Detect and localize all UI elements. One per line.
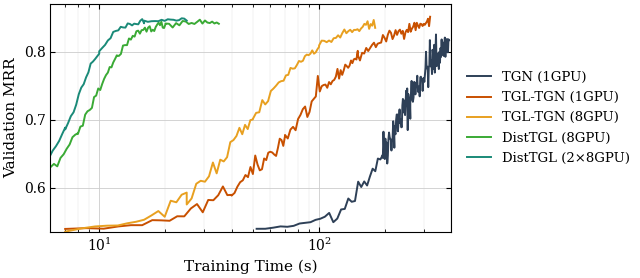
DistTGL (2×8GPU)	[38, 156, 46, 159]
DistTGL (8GPU)	[193, 20, 201, 24]
DistTGL (2×8GPU)	[161, 19, 168, 23]
DistTGL (2×8GPU)	[134, 23, 142, 26]
Line: DistTGL (8GPU): DistTGL (8GPU)	[51, 20, 219, 167]
TGL-TGN (8GPU)	[193, 182, 200, 185]
TGL-TGN (8GPU)	[316, 45, 323, 49]
DistTGL (2×8GPU)	[80, 83, 88, 86]
TGN (1GPU)	[253, 227, 260, 230]
TGL-TGN (1GPU)	[256, 169, 264, 172]
TGL-TGN (1GPU)	[426, 15, 434, 18]
TGL-TGN (8GPU)	[370, 18, 378, 22]
DistTGL (2×8GPU)	[77, 86, 85, 89]
Line: TGL-TGN (8GPU): TGL-TGN (8GPU)	[65, 20, 375, 232]
DistTGL (2×8GPU)	[42, 158, 50, 161]
Y-axis label: Validation MRR: Validation MRR	[4, 58, 18, 178]
DistTGL (2×8GPU)	[178, 17, 186, 20]
TGL-TGN (8GPU)	[114, 224, 122, 227]
TGN (1GPU)	[431, 71, 438, 74]
Line: TGN (1GPU): TGN (1GPU)	[257, 34, 449, 229]
TGL-TGN (8GPU)	[328, 40, 335, 44]
DistTGL (8GPU)	[144, 26, 152, 29]
TGL-TGN (8GPU)	[371, 26, 379, 29]
Legend: TGN (1GPU), TGL-TGN (1GPU), TGL-TGN (8GPU), DistTGL (8GPU), DistTGL (2×8GPU): TGN (1GPU), TGL-TGN (1GPU), TGL-TGN (8GP…	[462, 66, 635, 170]
TGL-TGN (1GPU)	[406, 22, 413, 26]
TGN (1GPU)	[420, 80, 428, 83]
TGN (1GPU)	[406, 97, 413, 100]
Line: TGL-TGN (1GPU): TGL-TGN (1GPU)	[65, 17, 430, 229]
Line: DistTGL (2×8GPU): DistTGL (2×8GPU)	[42, 18, 187, 159]
DistTGL (8GPU)	[146, 24, 154, 28]
DistTGL (8GPU)	[215, 22, 223, 25]
TGL-TGN (8GPU)	[61, 230, 69, 233]
TGN (1GPU)	[432, 33, 440, 36]
DistTGL (8GPU)	[196, 18, 204, 21]
TGL-TGN (8GPU)	[325, 39, 333, 42]
TGL-TGN (1GPU)	[343, 64, 351, 68]
DistTGL (8GPU)	[150, 29, 158, 33]
TGL-TGN (1GPU)	[417, 22, 424, 25]
DistTGL (2×8GPU)	[140, 19, 148, 22]
TGL-TGN (1GPU)	[61, 227, 69, 231]
DistTGL (2×8GPU)	[175, 18, 183, 22]
TGL-TGN (1GPU)	[335, 77, 343, 80]
X-axis label: Training Time (s): Training Time (s)	[184, 259, 317, 274]
TGN (1GPU)	[445, 39, 453, 42]
DistTGL (8GPU)	[155, 21, 163, 24]
TGN (1GPU)	[396, 108, 403, 111]
TGN (1GPU)	[409, 100, 417, 103]
DistTGL (2×8GPU)	[183, 19, 191, 22]
TGN (1GPU)	[390, 146, 398, 149]
TGL-TGN (1GPU)	[376, 41, 383, 45]
TGL-TGN (8GPU)	[318, 39, 326, 42]
DistTGL (8GPU)	[123, 43, 131, 47]
DistTGL (8GPU)	[47, 165, 54, 169]
